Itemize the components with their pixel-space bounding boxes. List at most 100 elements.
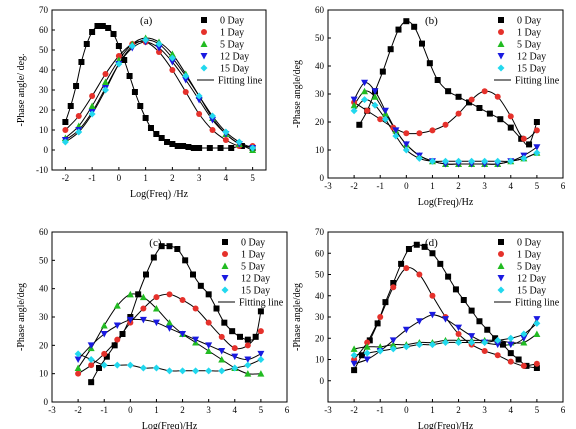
data-point xyxy=(67,103,74,109)
legend-entry: 15 Day xyxy=(220,64,249,75)
legend-entry: 1 Day xyxy=(517,250,541,261)
data-point xyxy=(74,364,82,371)
data-point xyxy=(481,157,489,165)
data-point xyxy=(257,350,265,358)
y-tick-label: 20 xyxy=(39,105,49,115)
y-tick-label: 50 xyxy=(315,270,325,280)
legend-marker xyxy=(201,29,207,35)
data-point xyxy=(481,88,488,95)
y-tick-label: 0 xyxy=(320,376,325,386)
legend-marker xyxy=(221,275,229,282)
data-point xyxy=(158,243,165,250)
data-point xyxy=(140,305,147,312)
data-point xyxy=(455,93,462,100)
data-point xyxy=(75,128,83,136)
legend-fit-label: Fitting line xyxy=(515,76,560,87)
y-tick-label: 70 xyxy=(315,227,325,237)
data-point xyxy=(88,102,96,109)
data-point xyxy=(445,273,452,280)
data-point xyxy=(244,336,251,343)
legend-marker xyxy=(221,286,229,294)
y-tick-label: 50 xyxy=(39,255,49,265)
data-point xyxy=(402,141,410,148)
data-point xyxy=(195,92,203,100)
x-tick-label: 2 xyxy=(170,173,175,183)
x-axis-label: Log(Freq)/Hz xyxy=(142,421,198,429)
data-point xyxy=(428,311,436,319)
data-point xyxy=(218,333,225,340)
legend-marker xyxy=(498,29,504,35)
data-point xyxy=(350,345,358,352)
y-axis-label: -Phase angle/deg xyxy=(292,283,303,351)
legend-entry: 0 Day xyxy=(241,238,265,249)
data-point xyxy=(415,341,423,349)
y-tick-label: 20 xyxy=(39,340,49,350)
x-tick-label: 4 xyxy=(233,405,238,415)
y-tick-label: 40 xyxy=(315,61,325,71)
panel-b: -3 -2 -1 0 1 2 3 4 5 60102030405060Log(Freq)/Hz-P… xyxy=(292,5,566,208)
data-point xyxy=(419,40,425,47)
data-point xyxy=(257,370,265,377)
data-point xyxy=(115,60,123,68)
data-point xyxy=(415,318,423,325)
data-point xyxy=(179,367,187,375)
data-point xyxy=(402,146,410,154)
legend-entry: 15 Day xyxy=(517,64,546,75)
data-point xyxy=(455,324,463,332)
data-point xyxy=(142,115,149,121)
data-point xyxy=(235,138,243,146)
data-point xyxy=(381,115,389,123)
plot-area xyxy=(350,241,541,374)
data-point xyxy=(402,343,410,351)
data-point xyxy=(252,333,259,340)
data-point xyxy=(155,45,163,52)
data-point xyxy=(209,127,216,133)
data-point xyxy=(455,110,462,117)
legend-marker xyxy=(222,239,228,245)
data-point xyxy=(364,107,371,114)
data-point xyxy=(402,326,410,334)
x-tick-label: 3 xyxy=(197,173,202,183)
data-point xyxy=(174,143,181,149)
data-point xyxy=(350,360,358,368)
x-tick-label: 3 xyxy=(482,181,487,191)
data-point xyxy=(426,60,433,67)
data-point xyxy=(526,141,533,148)
data-point xyxy=(102,71,109,77)
data-point xyxy=(442,339,449,346)
data-point xyxy=(376,347,384,355)
legend-entry: 0 Day xyxy=(220,16,244,27)
data-point xyxy=(153,294,160,301)
data-point xyxy=(166,367,173,375)
data-point xyxy=(111,342,118,349)
data-point xyxy=(515,356,522,363)
legend-marker xyxy=(497,262,505,269)
y-tick-label: 20 xyxy=(315,117,325,127)
panel-c: -3 -2 -1 0 1 2 3 4 5 60102030405060Log(Freq)/Hz-P… xyxy=(16,227,290,429)
y-tick-label: 30 xyxy=(315,89,325,99)
data-point xyxy=(231,353,239,361)
y-tick-label: 10 xyxy=(315,145,325,155)
x-tick-label: 0 xyxy=(404,181,409,191)
data-point xyxy=(244,361,252,369)
data-point xyxy=(218,348,226,355)
data-point xyxy=(152,364,160,372)
data-point xyxy=(428,157,436,165)
x-tick-label: -3 xyxy=(48,405,56,415)
data-point xyxy=(115,43,122,49)
x-tick-label: 4 xyxy=(509,405,514,415)
data-point xyxy=(185,144,192,150)
x-axis-label: Log(Freq) /Hz xyxy=(130,189,189,200)
fitting-line xyxy=(90,244,262,383)
data-point xyxy=(437,260,444,267)
y-tick-label: 50 xyxy=(39,45,49,55)
data-point xyxy=(209,117,216,124)
y-tick-label: 10 xyxy=(39,125,49,135)
data-point xyxy=(101,350,108,357)
data-point xyxy=(78,59,85,65)
data-point xyxy=(358,352,365,359)
x-axis-label: Log(Freq)/Hz xyxy=(418,197,474,208)
panel-label: (d) xyxy=(425,237,438,249)
y-axis-label: -Phase angle/deg xyxy=(16,283,27,351)
